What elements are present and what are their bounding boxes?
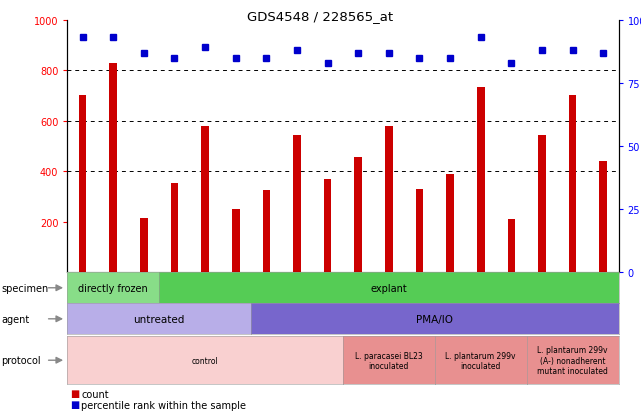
Text: GSM579395: GSM579395 — [599, 278, 608, 324]
Text: directly frozen: directly frozen — [78, 283, 148, 293]
Text: untreated: untreated — [133, 314, 185, 324]
Text: GSM579396: GSM579396 — [262, 278, 271, 324]
Text: protocol: protocol — [1, 355, 41, 366]
Text: L. paracasei BL23
inoculated: L. paracasei BL23 inoculated — [355, 351, 423, 370]
Bar — [110, 64, 117, 273]
Bar — [140, 218, 147, 273]
Bar — [324, 179, 331, 273]
Bar — [293, 135, 301, 273]
Text: GSM579383: GSM579383 — [231, 278, 240, 324]
Bar — [477, 88, 485, 273]
Text: GSM579389: GSM579389 — [415, 278, 424, 324]
Text: ■: ■ — [71, 388, 79, 398]
Text: GSM579391: GSM579391 — [476, 278, 485, 324]
Text: control: control — [192, 356, 219, 365]
Bar — [385, 126, 393, 273]
Text: GSM579392: GSM579392 — [507, 278, 516, 324]
Bar — [263, 191, 271, 273]
Text: GSM579394: GSM579394 — [568, 278, 577, 324]
Bar — [354, 158, 362, 273]
Text: GSM579385: GSM579385 — [109, 278, 118, 324]
Bar — [232, 210, 240, 273]
Text: GSM579398: GSM579398 — [323, 278, 332, 324]
Text: GSM579384: GSM579384 — [78, 278, 87, 324]
Bar — [79, 96, 87, 273]
Text: agent: agent — [1, 314, 29, 324]
Text: L. plantarum 299v
inoculated: L. plantarum 299v inoculated — [445, 351, 516, 370]
Text: GSM579393: GSM579393 — [538, 278, 547, 324]
Text: GSM579382: GSM579382 — [201, 278, 210, 324]
Text: GSM579397: GSM579397 — [292, 278, 301, 324]
Bar — [201, 126, 209, 273]
Bar — [171, 183, 178, 273]
Bar — [538, 135, 546, 273]
Bar — [599, 162, 607, 273]
Text: GSM579381: GSM579381 — [170, 278, 179, 324]
Bar — [415, 190, 423, 273]
Bar — [446, 174, 454, 273]
Text: GSM579387: GSM579387 — [354, 278, 363, 324]
Text: L. plantarum 299v
(A-) nonadherent
mutant inoculated: L. plantarum 299v (A-) nonadherent mutan… — [537, 346, 608, 375]
Text: GSM579390: GSM579390 — [445, 278, 454, 324]
Bar — [569, 96, 576, 273]
Text: explant: explant — [370, 283, 407, 293]
Text: GDS4548 / 228565_at: GDS4548 / 228565_at — [247, 10, 394, 23]
Text: GSM579388: GSM579388 — [385, 278, 394, 324]
Text: percentile rank within the sample: percentile rank within the sample — [81, 400, 246, 410]
Text: specimen: specimen — [1, 283, 49, 293]
Text: count: count — [81, 389, 109, 399]
Text: ■: ■ — [71, 399, 79, 409]
Text: PMA/IO: PMA/IO — [416, 314, 453, 324]
Bar — [508, 220, 515, 273]
Text: GSM579386: GSM579386 — [139, 278, 148, 324]
